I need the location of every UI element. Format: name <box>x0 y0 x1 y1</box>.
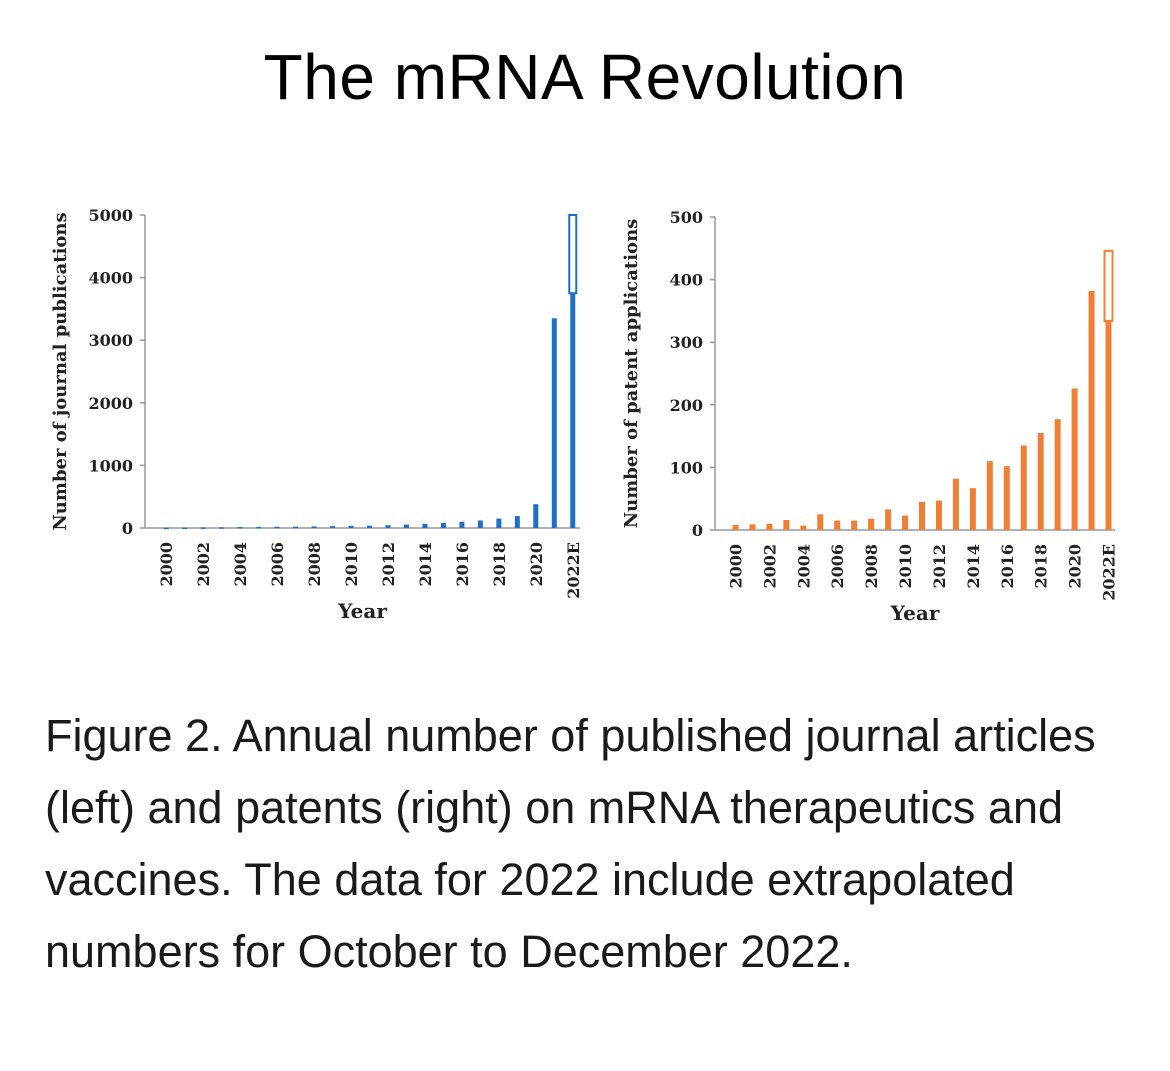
y-tick-label: 400 <box>670 271 703 290</box>
x-tick-label: 2008 <box>305 542 324 587</box>
bar-2014 <box>422 523 428 528</box>
bar-2016 <box>1003 466 1010 530</box>
x-tick-label: 2022E <box>1100 544 1119 601</box>
bar-2022E-extrapolated <box>1103 249 1114 322</box>
x-tick-label: 2018 <box>1032 544 1051 589</box>
page-title: The mRNA Revolution <box>263 41 907 113</box>
y-tick-label: 500 <box>670 208 703 227</box>
bar-2022E-extrapolated <box>568 214 578 295</box>
bar-2022E <box>570 293 576 528</box>
bar-2010 <box>348 525 354 528</box>
bar-2020 <box>1071 388 1078 530</box>
bar-2017 <box>477 520 483 528</box>
x-tick-label: 2004 <box>231 542 250 587</box>
bar-2008 <box>311 526 317 528</box>
x-tick-label: 2014 <box>964 544 983 589</box>
journal-publications-chart: 0 1000 2000 3000 4000 5000 2000 2002 2004 2006 200… <box>30 190 590 630</box>
x-tick-label: 2000 <box>157 542 176 587</box>
patent-applications-chart: 0 100 200 300 400 500 2000 2002 2004 2006 2008 2010… <box>605 190 1145 630</box>
y-tick-label: 0 <box>692 521 703 540</box>
bar-2002 <box>200 527 206 529</box>
x-tick-label: 2006 <box>268 542 287 587</box>
bar-2009 <box>330 526 336 528</box>
bar-2011 <box>367 525 372 528</box>
x-axis-title: Year <box>337 599 387 623</box>
y-tick-label: 0 <box>122 519 133 538</box>
x-tick-label: 2016 <box>998 544 1017 589</box>
y-tick-label: 5000 <box>88 206 133 225</box>
bar-2021 <box>551 318 557 528</box>
patent-chart-svg: 0 100 200 300 400 500 2000 2002 2004 2006 2008 2010… <box>621 208 1119 625</box>
bar-2006 <box>834 520 841 530</box>
bar-2005 <box>817 514 824 530</box>
bar-2017 <box>1020 445 1027 530</box>
bar-2000 <box>732 524 739 530</box>
y-tick-label: 1000 <box>88 456 133 475</box>
x-tick-label: 2018 <box>490 542 509 587</box>
y-tick-label: 300 <box>670 333 703 352</box>
bar-2003 <box>783 519 790 530</box>
bar-2001 <box>749 524 756 530</box>
bar-2016 <box>459 521 465 528</box>
bar-2007 <box>293 526 299 529</box>
bar-2004 <box>800 525 807 530</box>
bar-2007 <box>851 520 858 530</box>
x-axis-title: Year <box>890 601 940 625</box>
x-tick-label: 2000 <box>726 544 745 589</box>
bar-2008 <box>868 518 875 530</box>
bar-2014 <box>969 488 976 530</box>
bar-2010 <box>902 515 909 530</box>
bar-2004 <box>237 527 243 529</box>
bar-2000 <box>163 527 169 530</box>
bar-2021 <box>1088 290 1095 530</box>
x-tick-label: 2014 <box>416 542 435 587</box>
x-tick-label: 2016 <box>453 542 472 587</box>
x-tick-label: 2008 <box>862 544 881 589</box>
bar-2001 <box>182 527 188 529</box>
y-axis-title: Number of journal publications <box>50 212 71 530</box>
y-tick-label: 200 <box>670 396 703 415</box>
y-tick-label: 2000 <box>88 394 133 413</box>
bar-2013 <box>403 524 409 528</box>
bar-2019 <box>514 516 520 528</box>
x-tick-label: 2012 <box>379 542 398 587</box>
bar-2018 <box>496 518 502 528</box>
figure-caption: Figure 2. Annual number of published jou… <box>45 710 1096 977</box>
x-tick-label: 2010 <box>896 544 915 589</box>
bar-2015 <box>986 461 993 530</box>
bar-2013 <box>952 478 959 530</box>
x-tick-label: 2002 <box>760 544 779 589</box>
x-tick-label: 2020 <box>527 542 546 587</box>
bar-2002 <box>766 523 773 530</box>
x-tick-label: 2012 <box>930 544 949 589</box>
x-tick-label: 2002 <box>194 542 213 587</box>
y-axis-title: Number of patent applications <box>621 219 642 529</box>
bar-2015 <box>440 522 446 528</box>
bar-2022E <box>1105 320 1112 530</box>
x-tick-label: 2004 <box>794 544 813 589</box>
bar-2006 <box>274 526 280 529</box>
bar-2019 <box>1054 419 1061 530</box>
x-tick-label: 2022E <box>564 542 583 599</box>
bar-2003 <box>219 527 225 529</box>
y-tick-label: 4000 <box>88 269 133 288</box>
bar-2009 <box>885 509 892 530</box>
x-tick-label: 2010 <box>342 542 361 587</box>
journal-chart-svg: 0 1000 2000 3000 4000 5000 2000 2002 2004 2006 200… <box>50 206 583 623</box>
bar-2012 <box>385 525 391 528</box>
x-tick-label: 2006 <box>828 544 847 589</box>
bar-2018 <box>1037 432 1044 530</box>
bar-2020 <box>533 504 539 528</box>
bar-2012 <box>935 500 942 530</box>
bar-2011 <box>919 501 925 530</box>
y-tick-label: 3000 <box>88 331 133 350</box>
y-tick-label: 100 <box>670 458 703 477</box>
x-tick-label: 2020 <box>1066 544 1085 589</box>
bar-2005 <box>256 526 262 529</box>
